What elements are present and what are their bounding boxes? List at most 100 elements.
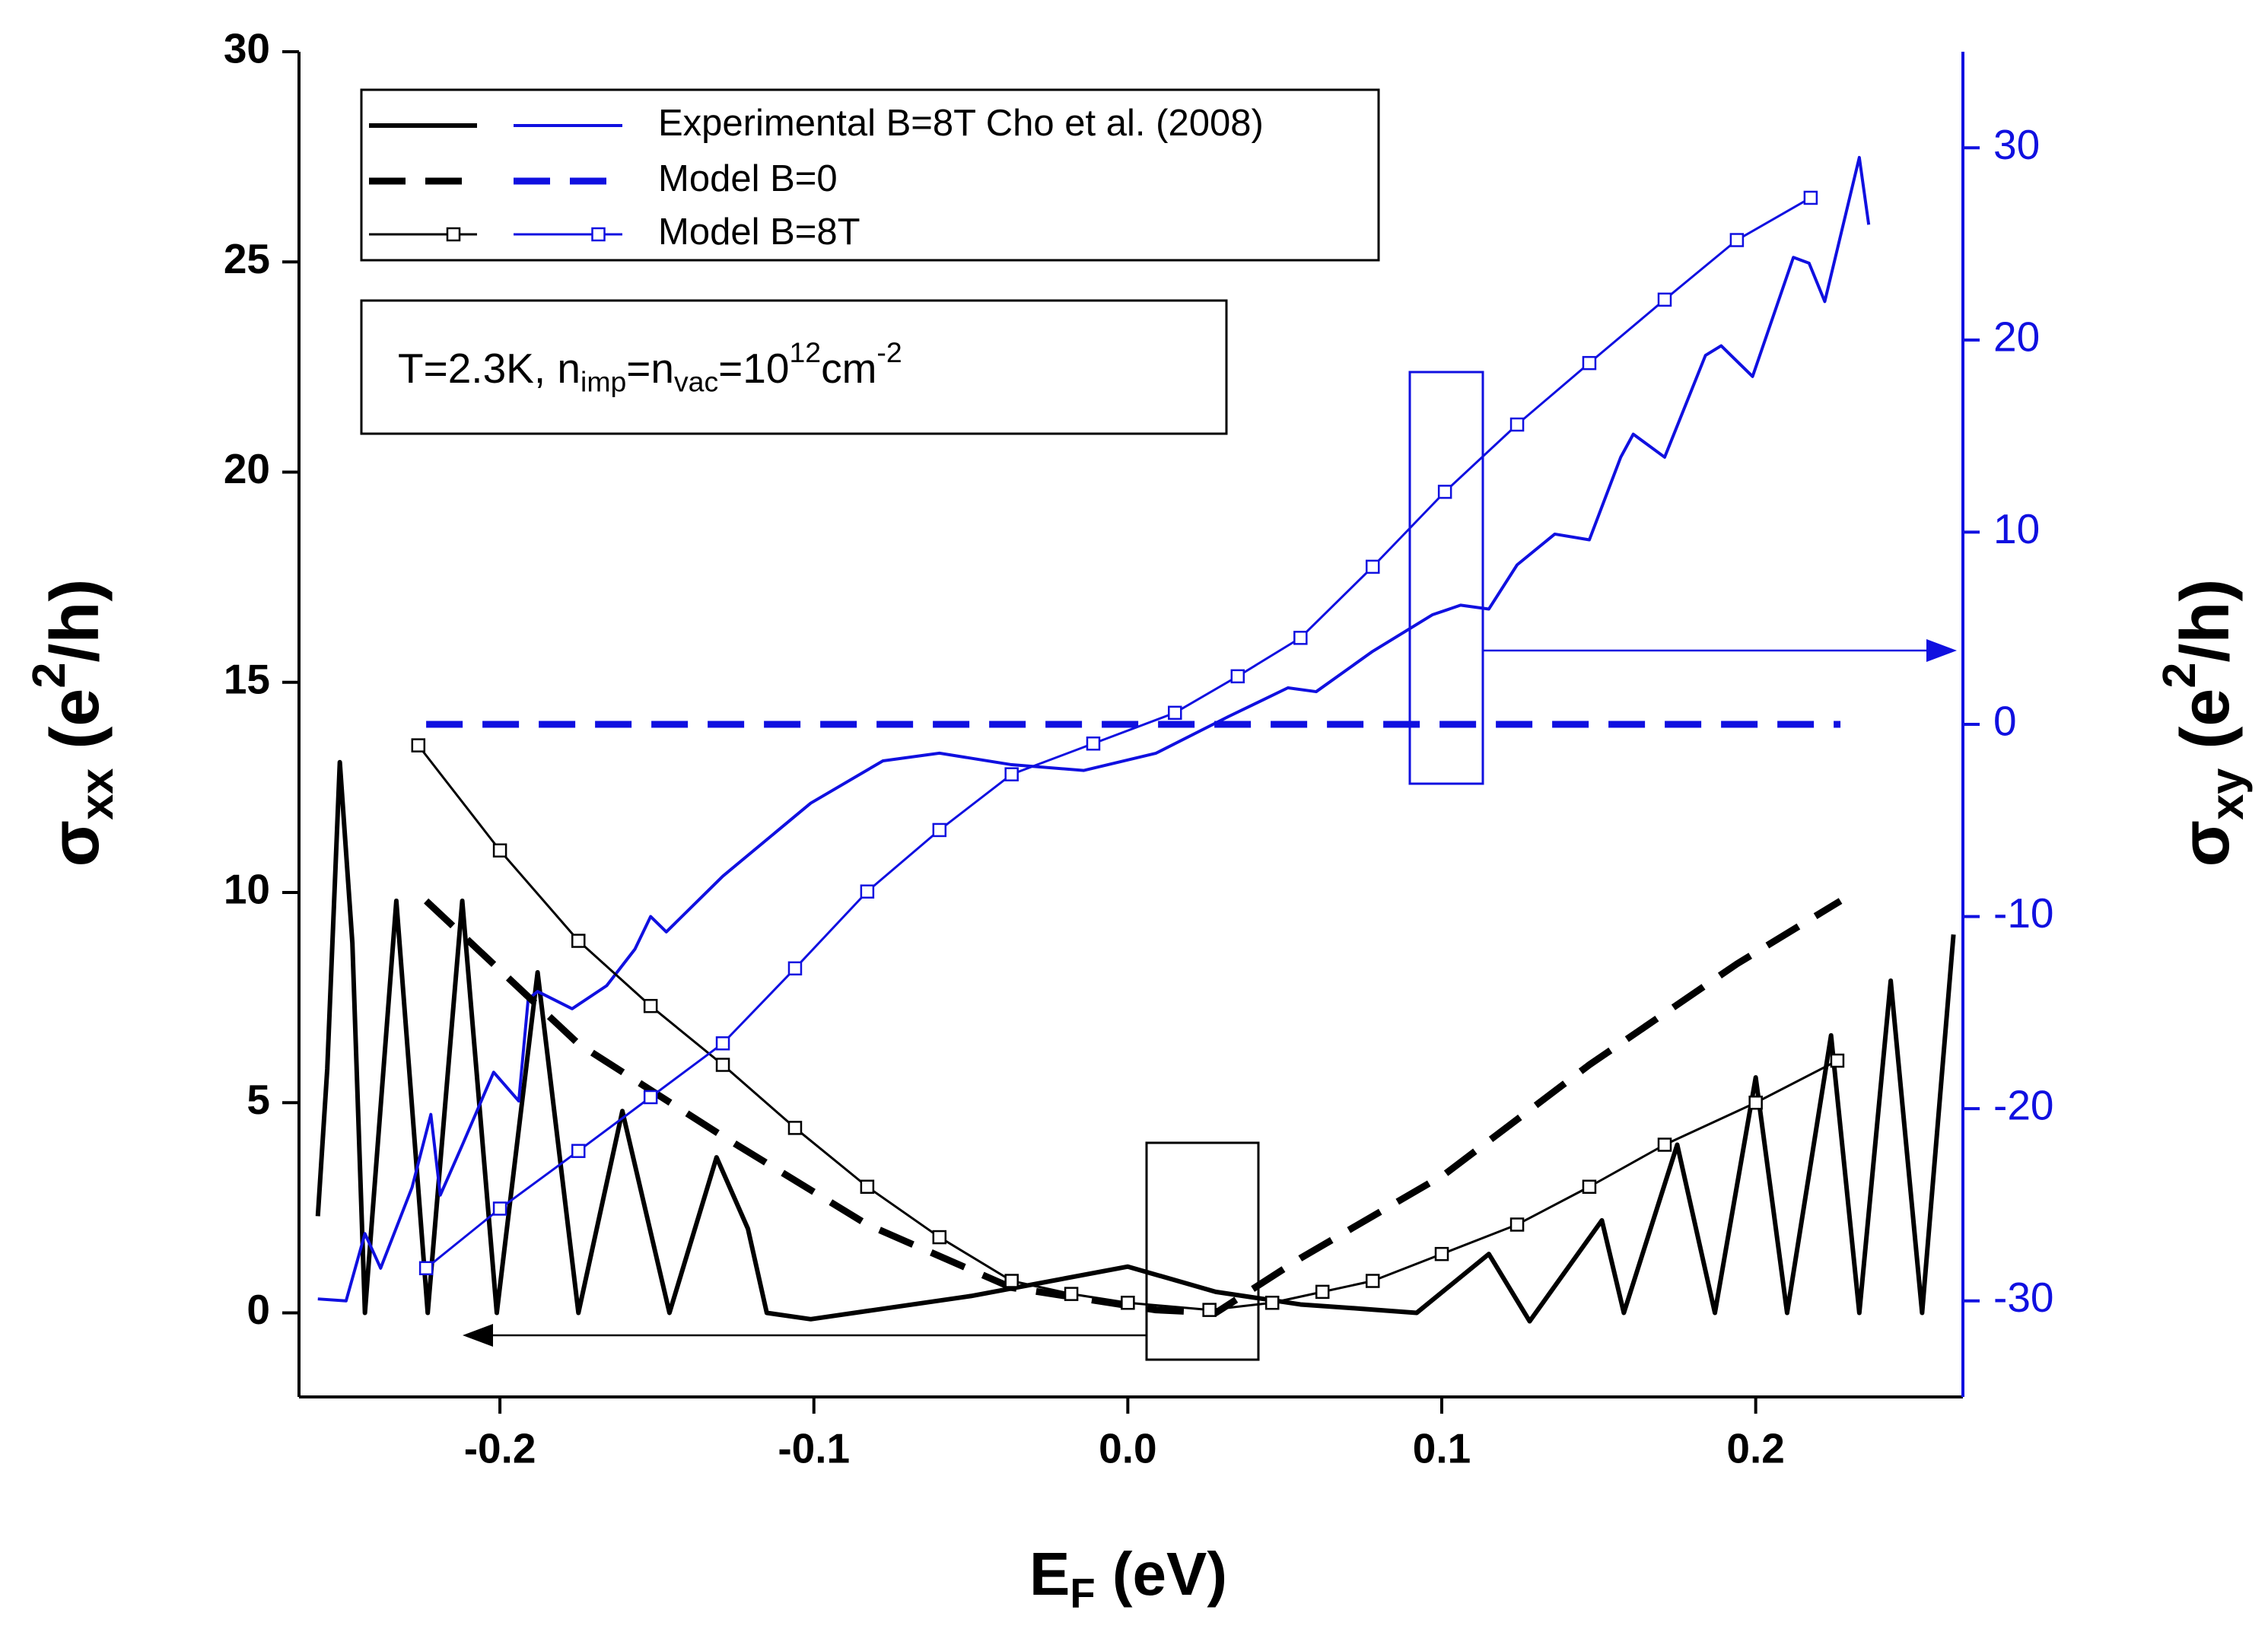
marker	[418, 1261, 434, 1276]
text-run: (eV)	[1096, 1540, 1227, 1608]
marker	[715, 1058, 730, 1072]
marker	[1230, 669, 1245, 684]
y2-tick-label: -20	[1993, 1082, 2054, 1129]
text-run: /h)	[2168, 579, 2244, 663]
marker	[591, 227, 606, 242]
marker	[860, 884, 875, 899]
text-run: 2	[2153, 663, 2205, 689]
xlabel: EF (eV)	[1029, 1540, 1227, 1617]
marker	[1657, 292, 1672, 307]
arrow-head	[463, 1324, 493, 1347]
text-run: (e	[2168, 689, 2244, 768]
text-run: 12	[789, 336, 821, 368]
text-run: E	[1029, 1540, 1070, 1608]
text-run: /h)	[37, 579, 113, 663]
marker	[446, 227, 461, 242]
marker	[643, 1090, 658, 1105]
marker	[571, 1144, 586, 1158]
x-tick-label: 0.2	[1726, 1425, 1784, 1472]
marker	[1729, 233, 1745, 247]
y2-tick-label: -30	[1993, 1274, 2054, 1321]
legend-label: Experimental B=8T Cho et al. (2008)	[658, 103, 1264, 144]
marker	[492, 1201, 507, 1216]
text-run: =n	[626, 345, 674, 392]
marker	[1086, 737, 1101, 751]
marker	[1168, 705, 1182, 721]
text-run: -2	[876, 336, 902, 368]
marker	[1064, 1287, 1079, 1301]
arrow-head	[1926, 639, 1957, 662]
marker	[1004, 767, 1019, 781]
ylabel: σxx (e2/h)	[23, 579, 122, 867]
highlight-box	[1145, 1141, 1260, 1361]
marker	[1437, 485, 1452, 499]
marker	[1293, 631, 1308, 645]
y-tick-label: 25	[224, 235, 270, 282]
marker	[1657, 1137, 1672, 1152]
marker	[1121, 1295, 1135, 1310]
text-run: (e	[37, 689, 113, 768]
marker	[1582, 355, 1597, 371]
x-tick-label: -0.2	[464, 1425, 536, 1472]
marker	[1004, 1274, 1019, 1288]
x-tick-label: -0.1	[778, 1425, 850, 1472]
series-line	[425, 196, 1812, 1269]
legend-label: Model B=8T	[658, 212, 860, 253]
marker	[1582, 1179, 1597, 1194]
y2-tick-label: -10	[1993, 889, 2054, 937]
marker	[571, 934, 586, 948]
y-tick-label: 5	[247, 1076, 270, 1123]
marker	[1830, 1053, 1845, 1068]
marker	[411, 738, 426, 752]
text-run: F	[1070, 1570, 1095, 1617]
marker	[932, 822, 947, 838]
marker	[1509, 417, 1525, 432]
marker	[1202, 1303, 1217, 1317]
text-run: imp	[581, 365, 626, 397]
text-run: xx	[71, 768, 122, 820]
legend-label: Model B=0	[658, 158, 838, 199]
plot-layer: 0 5 10 15 20 25 30 -30 -20 -10 0 10 20 30 -0.2 -0.1 0.0 0…	[23, 25, 2253, 1618]
y-tick-label: 30	[224, 25, 270, 72]
marker	[1315, 1284, 1330, 1300]
text-run: cm	[821, 345, 876, 392]
y2-tick-label: 0	[1993, 698, 2017, 745]
legend-box	[360, 88, 1380, 262]
text-run: σ	[37, 820, 113, 867]
text-run: vac	[674, 365, 718, 397]
marker	[492, 843, 507, 857]
marker	[1748, 1096, 1763, 1110]
marker	[643, 998, 658, 1013]
y-tick-label: 10	[224, 866, 270, 913]
marker	[1365, 1274, 1380, 1288]
marker	[1434, 1246, 1449, 1262]
marker	[787, 961, 803, 976]
series-line	[315, 759, 1956, 1324]
series-line	[424, 898, 1843, 1316]
x-tick-label: 0.0	[1099, 1425, 1156, 1472]
marker	[1365, 559, 1380, 574]
series-line	[317, 155, 1871, 1303]
annotation: T=2.3K, nimp=nvac=1012cm-2	[398, 336, 902, 398]
y-tick-label: 0	[247, 1286, 270, 1333]
marker	[787, 1121, 803, 1135]
text-run: 2	[23, 663, 75, 689]
x-tick-label: 0.1	[1413, 1425, 1471, 1472]
marker	[1509, 1217, 1525, 1232]
y2-tick-label: 30	[1993, 121, 2040, 168]
marker	[1803, 190, 1818, 205]
highlight-box	[1408, 371, 1484, 785]
y-tick-label: 15	[224, 655, 270, 702]
y2-tick-label: 20	[1993, 313, 2040, 360]
text-run: xy	[2201, 768, 2253, 820]
marker	[932, 1230, 947, 1245]
marker	[715, 1036, 730, 1051]
marker	[1264, 1295, 1280, 1310]
y2-tick-label: 10	[1993, 505, 2040, 552]
text-run: =10	[718, 345, 789, 392]
text-run: σ	[2168, 820, 2244, 867]
annotation-box	[360, 299, 1228, 435]
y2label: σxy (e2/h)	[2153, 579, 2253, 867]
